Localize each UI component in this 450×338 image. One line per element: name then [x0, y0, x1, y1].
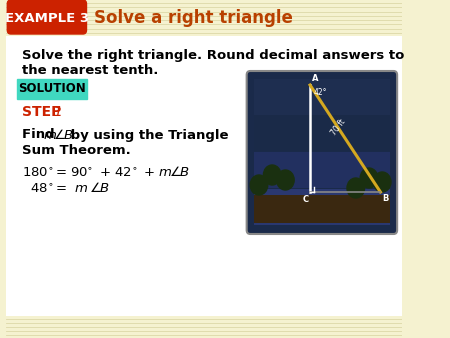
FancyBboxPatch shape — [254, 115, 390, 151]
Text: the nearest tenth.: the nearest tenth. — [22, 64, 159, 76]
Text: 42°: 42° — [314, 88, 327, 97]
FancyBboxPatch shape — [254, 152, 390, 188]
Circle shape — [360, 168, 378, 188]
Circle shape — [250, 175, 268, 195]
FancyBboxPatch shape — [254, 189, 390, 225]
Circle shape — [277, 170, 294, 190]
FancyBboxPatch shape — [254, 79, 390, 115]
FancyBboxPatch shape — [7, 0, 86, 34]
Text: 70 ft: 70 ft — [329, 118, 347, 138]
Text: SOLUTION: SOLUTION — [18, 82, 86, 96]
Text: Solve the right triangle. Round decimal answers to: Solve the right triangle. Round decimal … — [22, 48, 405, 62]
FancyBboxPatch shape — [17, 79, 87, 99]
Text: 1: 1 — [53, 105, 62, 119]
Text: by using the Triangle: by using the Triangle — [66, 128, 229, 142]
Text: STEP: STEP — [22, 105, 62, 119]
FancyBboxPatch shape — [6, 36, 402, 338]
Circle shape — [263, 165, 281, 185]
Text: $m\!\angle\!B$: $m\!\angle\!B$ — [43, 128, 74, 142]
FancyBboxPatch shape — [6, 316, 402, 338]
Text: A: A — [312, 74, 318, 83]
Text: 180$\!^\circ$= 90$\!^\circ$ + 42$\!^\circ$ + $m\!\angle\!B$: 180$\!^\circ$= 90$\!^\circ$ + 42$\!^\cir… — [22, 165, 189, 179]
Text: Sum Theorem.: Sum Theorem. — [22, 144, 131, 156]
FancyBboxPatch shape — [254, 195, 390, 223]
Text: Find: Find — [22, 128, 59, 142]
Text: C: C — [303, 195, 309, 204]
Circle shape — [347, 178, 364, 198]
Text: 48$\!^\circ$=  $m$ $\!\angle\!B$: 48$\!^\circ$= $m$ $\!\angle\!B$ — [22, 181, 110, 195]
Text: Solve a right triangle: Solve a right triangle — [94, 9, 293, 27]
FancyBboxPatch shape — [6, 0, 402, 36]
Text: B: B — [382, 194, 388, 203]
Text: EXAMPLE 3: EXAMPLE 3 — [5, 11, 89, 24]
FancyBboxPatch shape — [247, 71, 397, 234]
Circle shape — [374, 172, 391, 192]
